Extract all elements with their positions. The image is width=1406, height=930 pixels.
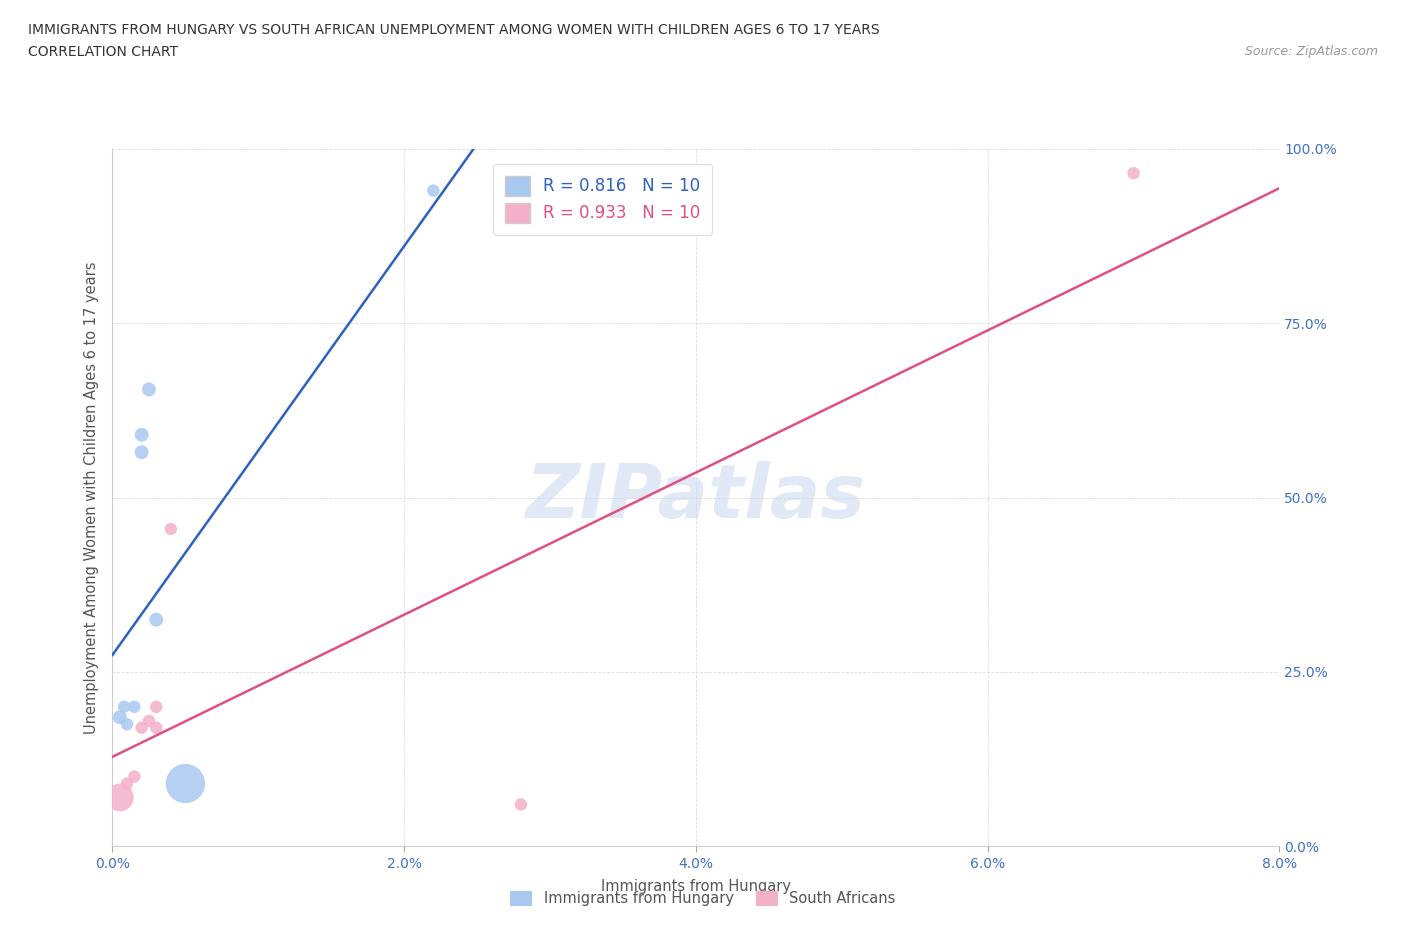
Y-axis label: Unemployment Among Women with Children Ages 6 to 17 years: Unemployment Among Women with Children A… [84,261,100,734]
Point [160,522,183,537]
Legend: Immigrants from Hungary, South Africans: Immigrants from Hungary, South Africans [503,884,903,913]
Point [1122,166,1144,180]
Point [138,382,160,397]
Point [115,717,138,732]
Text: IMMIGRANTS FROM HUNGARY VS SOUTH AFRICAN UNEMPLOYMENT AMONG WOMEN WITH CHILDREN : IMMIGRANTS FROM HUNGARY VS SOUTH AFRICAN… [28,23,880,37]
Point [131,721,153,736]
Text: CORRELATION CHART: CORRELATION CHART [28,45,179,59]
Point [108,790,131,805]
Point [174,776,197,790]
Text: Source: ZipAtlas.com: Source: ZipAtlas.com [1244,45,1378,58]
Point [145,612,167,627]
Text: ZIPatlas: ZIPatlas [526,461,866,534]
Point [108,710,131,724]
Legend: R = 0.816   N = 10, R = 0.933   N = 10: R = 0.816 N = 10, R = 0.933 N = 10 [494,164,711,234]
Point [509,797,531,812]
Point [112,699,135,714]
Point [115,776,138,790]
Point [131,445,153,459]
Point [145,721,167,736]
Point [145,699,167,714]
Point [131,428,153,443]
Point [422,183,444,198]
Point [138,713,160,728]
X-axis label: Immigrants from Hungary: Immigrants from Hungary [600,879,792,894]
Point [124,769,146,784]
Point [124,699,146,714]
